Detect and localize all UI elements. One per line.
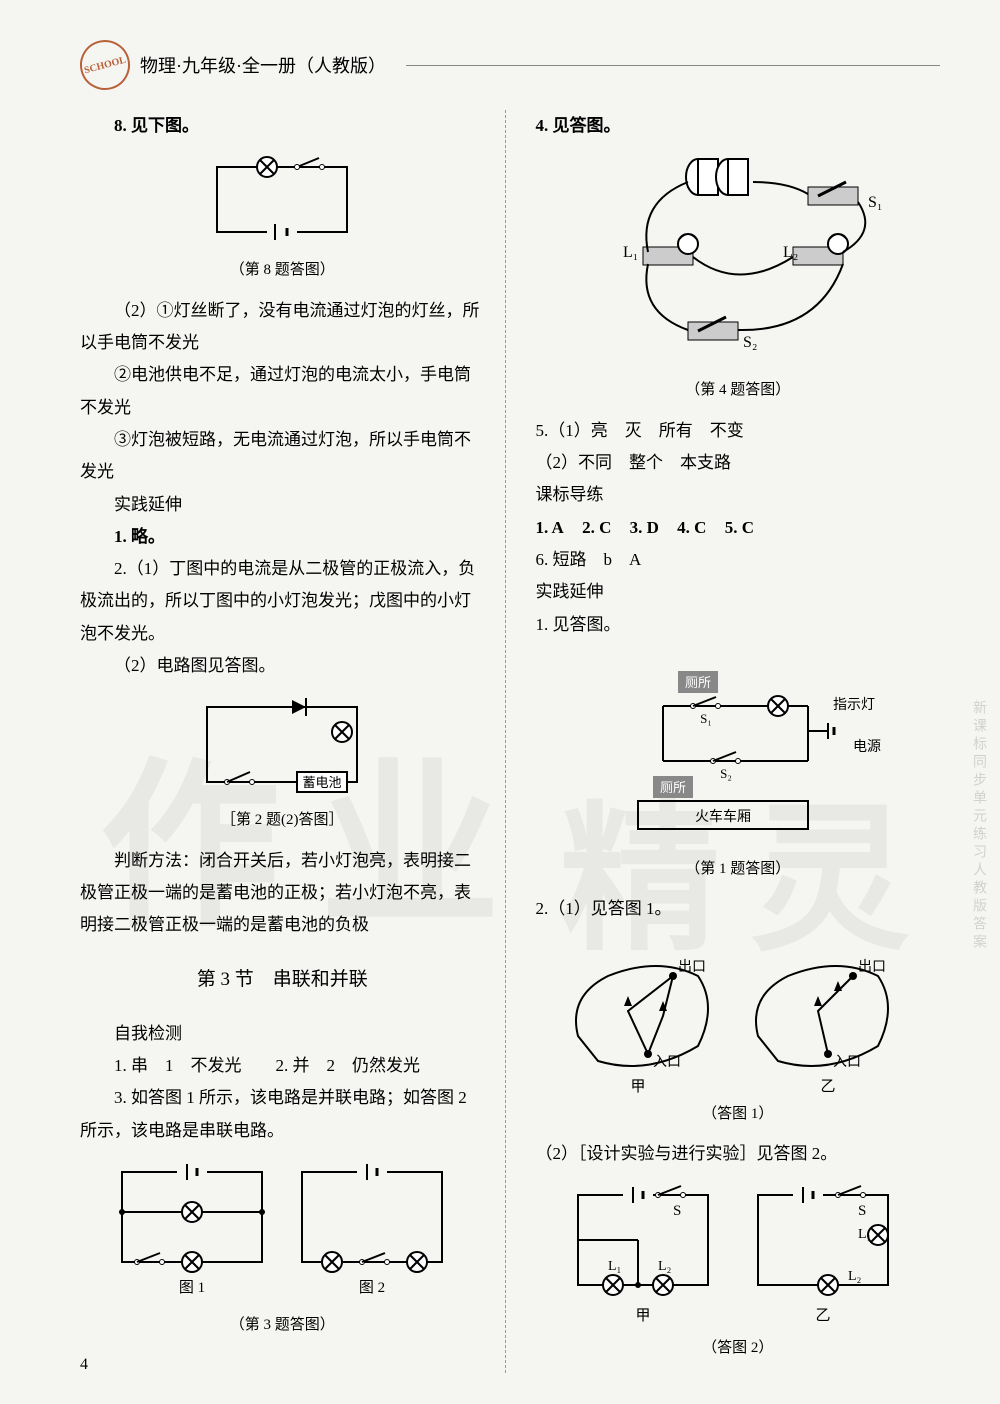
st1: 1. 串 1 不发光 2. 并 2 仍然发光 [80,1050,485,1082]
mc-5: 5. C [725,518,754,537]
mc-3: 3. D [630,518,659,537]
svg-text:图 1: 图 1 [179,1279,205,1296]
rp2a: 2.（1）见答图 1。 [536,893,941,925]
svg-text:S: S [858,1203,866,1219]
practice-title: 实践延伸 [80,489,485,521]
svg-text:出口: 出口 [858,959,886,975]
rp1-caption: （第 1 题答图） [536,855,941,884]
mc-4: 4. C [677,518,706,537]
q5b: （2）不同 整个 本支路 [536,447,941,479]
q5a: 5.（1）亮 灭 所有 不变 [536,415,941,447]
practice-title-r: 实践延伸 [536,576,941,608]
left-column: 8. 见下图。 （第 8 题答图） （2）①灯丝断了，没有电流通过灯泡的灯丝，所… [80,110,506,1373]
p1: 1. 略。 [80,521,485,553]
rp1-diagram-icon: 火车车厢 厕所 厕所 S₁ 指示灯 [578,651,898,851]
rp2b: （2）［设计实验与进行实验］见答图 2。 [536,1138,941,1170]
st3-figure: 图 1 图 2 （第 3 题答图） [80,1157,485,1340]
p2-circuit-icon: 蓄电池 [182,692,382,802]
p2a: 2.（1）丁图中的电流是从二极管的正极流入，负极流出的，所以丁图中的小灯泡发光；… [80,553,485,650]
side-text: 新课标同步单元练习人教版答案 [968,700,988,952]
q8-circuit-icon [197,152,367,252]
svg-text:S₁: S₁ [868,194,882,211]
svg-text:入口: 入口 [833,1055,861,1070]
page-header: SCHOOL 物理·九年级·全一册（人教版） [80,40,940,90]
mc-answers: 1. A 2. C 3. D 4. C 5. C [536,512,941,544]
p2-judge: 判断方法：闭合开关后，若小灯泡亮，表明接二极管正极一端的是蓄电池的正极；若小灯泡… [80,845,485,942]
svg-text:厕所: 厕所 [660,780,686,795]
mc-1: 1. A [536,518,564,537]
svg-text:L₁: L₁ [608,1259,621,1274]
header-title: 物理·九年级·全一册（人教版） [140,52,386,78]
mc-2: 2. C [582,518,611,537]
q2-line3: ③灯泡被短路，无电流通过灯泡，所以手电筒不发光 [80,424,485,489]
header-divider [406,65,940,66]
q6: 6. 短路 b A [536,544,941,576]
svg-text:入口: 入口 [653,1055,681,1070]
page-number: 4 [80,1356,88,1374]
q4-figure: S₁ L₁ L₂ S₂ [536,152,941,405]
svg-text:指示灯: 指示灯 [833,697,875,713]
q8-caption: （第 8 题答图） [80,256,485,285]
q8-figure: （第 8 题答图） [80,152,485,285]
svg-text:L₂: L₂ [658,1259,672,1274]
rp1-figure: 火车车厢 厕所 厕所 S₁ 指示灯 [536,651,941,884]
rp2-fig1: 出口 入口 甲 出口 入口 乙 （答图 1） [536,936,941,1129]
q8-label: 8. 见下图。 [80,110,485,142]
q4-label: 4. 见答图。 [536,110,941,142]
svg-text:火车车厢: 火车车厢 [695,808,751,825]
self-test-title: 自我检测 [80,1018,485,1050]
p2b: （2）电路图见答图。 [80,650,485,682]
svg-text:甲: 甲 [635,1308,650,1324]
svg-text:L₂: L₂ [848,1269,862,1284]
svg-text:蓄电池: 蓄电池 [303,775,342,790]
st3-caption: （第 3 题答图） [80,1311,485,1340]
rp1: 1. 见答图。 [536,609,941,641]
q4-caption: （第 4 题答图） [536,376,941,405]
svg-text:L₁: L₁ [623,244,638,261]
q2-line2: ②电池供电不足，通过灯泡的电流太小，手电筒不发光 [80,359,485,424]
q2-line1: （2）①灯丝断了，没有电流通过灯泡的灯丝，所以手电筒不发光 [80,295,485,360]
svg-text:厕所: 厕所 [685,675,711,690]
svg-text:乙: 乙 [815,1308,830,1324]
st3-circuits-icon: 图 1 图 2 [102,1157,462,1307]
rp2-fig2: S L₁ L₂ 甲 [536,1180,941,1363]
course-title: 课标导练 [536,479,941,511]
st3: 3. 如答图 1 所示，该电路是并联电路；如答图 2 所示，该电路是串联电路。 [80,1082,485,1147]
svg-text:电源: 电源 [853,739,881,755]
rp2-fig1-caption: （答图 1） [536,1100,941,1129]
svg-text:L₁: L₁ [858,1227,871,1242]
right-column: 4. 见答图。 S₁ L₁ L₂ [536,110,941,1373]
rp2-fig1-icon: 出口 入口 甲 出口 入口 乙 [558,936,918,1096]
svg-text:出口: 出口 [678,959,706,975]
svg-text:甲: 甲 [630,1079,645,1095]
rp2-fig2-caption: （答图 2） [536,1334,941,1363]
svg-text:S: S [673,1203,681,1219]
svg-text:乙: 乙 [820,1079,835,1095]
svg-text:图 2: 图 2 [359,1279,385,1296]
svg-text:S₂: S₂ [743,334,757,351]
p2-caption: ［第 2 题(2)答图］ [80,806,485,835]
main-columns: 8. 见下图。 （第 8 题答图） （2）①灯丝断了，没有电流通过灯泡的灯丝，所… [80,110,940,1373]
q4-circuit-icon: S₁ L₁ L₂ S₂ [588,152,888,372]
school-logo: SCHOOL [74,34,135,95]
svg-text:S₁: S₁ [700,711,712,726]
svg-text:S₂: S₂ [720,766,732,781]
rp2-fig2-icon: S L₁ L₂ 甲 [558,1180,918,1330]
section3-title: 第 3 节 串联和并联 [80,962,485,998]
p2-figure: 蓄电池 ［第 2 题(2)答图］ [80,692,485,835]
